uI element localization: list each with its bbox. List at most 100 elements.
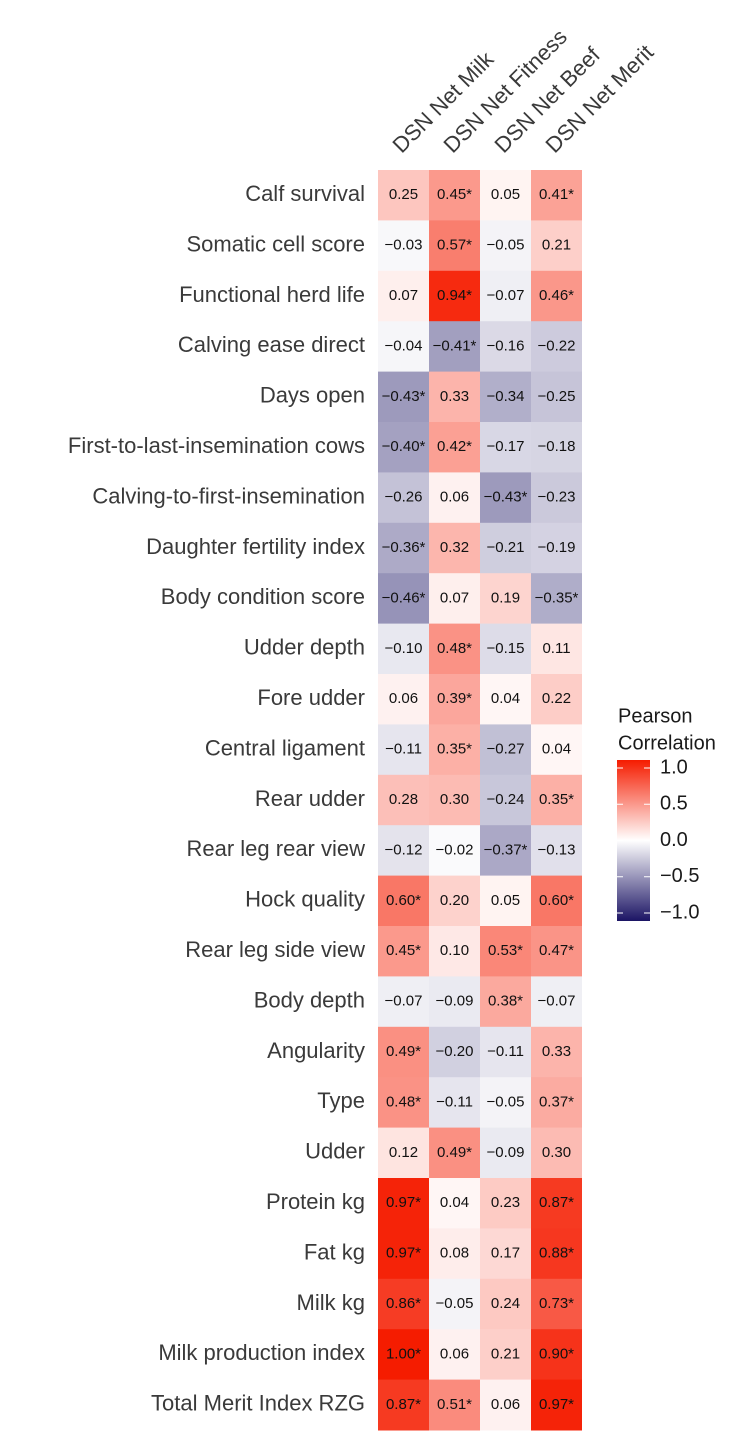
cell-label: 0.94* <box>437 287 472 304</box>
cell-label: 0.21 <box>491 1345 520 1362</box>
heatmap-cell <box>429 321 480 373</box>
cell-label: −0.17 <box>487 438 525 455</box>
cell-label: 0.60* <box>386 892 421 909</box>
cell-label: 0.22 <box>542 690 571 707</box>
cell-label: 0.87* <box>539 1194 574 1211</box>
cell-label: −0.10 <box>385 640 423 657</box>
cell-label: 0.87* <box>386 1396 421 1413</box>
cell-label: 0.21 <box>542 237 571 254</box>
row-label: Calving ease direct <box>178 332 365 357</box>
cell-label: −0.23 <box>538 489 576 506</box>
cell-label: 0.04 <box>440 1194 469 1211</box>
heatmap-cell <box>480 220 531 272</box>
cell-label: −0.11 <box>487 1043 524 1060</box>
cell-label: 0.20 <box>440 892 469 909</box>
cell-label: 0.06 <box>440 1345 469 1362</box>
heatmap-cell <box>531 1178 582 1229</box>
heatmap-cell <box>480 270 531 322</box>
cell-label: 0.73* <box>539 1295 574 1312</box>
cell-label: 0.48* <box>386 1093 421 1110</box>
heatmap-cell <box>531 522 582 574</box>
cell-label: 0.90* <box>539 1345 574 1362</box>
heatmap-cell <box>531 1228 582 1280</box>
cell-label: 0.32 <box>440 539 469 556</box>
heatmap-cell <box>378 774 429 826</box>
cell-label: −0.41* <box>433 337 477 354</box>
cell-label: 0.45* <box>437 186 472 203</box>
heatmap-cell <box>480 1026 531 1078</box>
heatmap-cell <box>378 573 429 625</box>
heatmap-cell <box>429 674 480 725</box>
colorbar-tick-label: −1.0 <box>660 901 699 923</box>
heatmap-cell <box>480 573 531 625</box>
row-label: Somatic cell score <box>186 231 365 256</box>
cell-label: −0.37* <box>484 841 528 858</box>
row-label: Calving-to-first-insemination <box>92 483 365 508</box>
cell-label: 0.12 <box>389 1144 418 1161</box>
cell-label: 0.06 <box>440 489 469 506</box>
cell-label: 0.33 <box>542 1043 571 1060</box>
heatmap-cell <box>480 371 531 423</box>
cell-label: 0.30 <box>440 791 469 808</box>
cell-label: 0.11 <box>542 640 570 657</box>
heatmap-cell <box>378 1278 429 1330</box>
cell-label: 0.23 <box>491 1194 520 1211</box>
heatmap-cell <box>480 976 531 1028</box>
heatmap-cell <box>531 875 582 927</box>
row-label: Milk kg <box>297 1290 365 1315</box>
row-label: Body condition score <box>161 584 365 609</box>
heatmap-cell <box>378 321 429 373</box>
heatmap-cell <box>531 573 582 625</box>
heatmap-cell <box>480 724 531 776</box>
heatmap-cell <box>429 1127 480 1179</box>
heatmap-cell <box>531 724 582 776</box>
heatmap-cell <box>480 1178 531 1229</box>
row-label: Rear udder <box>255 786 365 811</box>
heatmap-cell <box>480 926 531 977</box>
cell-label: 0.42* <box>437 438 472 455</box>
heatmap-cell <box>429 1379 480 1431</box>
heatmap-cell <box>531 270 582 322</box>
heatmap-cell <box>531 371 582 423</box>
heatmap-cell <box>378 825 429 877</box>
heatmap-cell <box>378 270 429 322</box>
heatmap-cell <box>378 1026 429 1078</box>
cell-label: −0.40* <box>382 438 426 455</box>
cell-label: 0.48* <box>437 640 472 657</box>
heatmap-cell <box>378 170 429 221</box>
heatmap-cell <box>429 976 480 1028</box>
heatmap-cell <box>378 1228 429 1280</box>
cell-label: −0.03 <box>385 237 423 254</box>
cell-label: 0.41* <box>539 186 574 203</box>
heatmap-cell <box>531 825 582 877</box>
heatmap-cell <box>531 1026 582 1078</box>
cell-label: −0.05 <box>436 1295 474 1312</box>
cell-label: 0.47* <box>539 942 574 959</box>
cell-label: 0.33 <box>440 388 469 405</box>
cell-label: 0.35* <box>437 741 472 758</box>
row-label: Hock quality <box>245 887 365 912</box>
heatmap-cell <box>531 674 582 725</box>
row-label: Fat kg <box>304 1239 365 1264</box>
heatmap-cell <box>378 1329 429 1381</box>
heatmap-cell <box>378 220 429 272</box>
cell-label: 0.38* <box>488 993 523 1010</box>
cell-label: 0.06 <box>389 690 418 707</box>
heatmap-cell <box>480 522 531 574</box>
heatmap-cell <box>429 1178 480 1229</box>
heatmap-cell <box>429 623 480 675</box>
cell-label: −0.07 <box>538 993 576 1010</box>
cell-label: −0.12 <box>385 841 423 858</box>
heatmap-cell <box>480 1278 531 1330</box>
cell-label: −0.13 <box>538 841 576 858</box>
heatmap-cell <box>531 926 582 977</box>
cell-label: −0.02 <box>436 841 474 858</box>
heatmap-cell <box>429 1278 480 1330</box>
cell-label: 0.97* <box>539 1396 574 1413</box>
cell-label: −0.26 <box>385 489 423 506</box>
cell-label: 0.28 <box>389 791 418 808</box>
heatmap-cell <box>429 422 480 473</box>
heatmap-cell <box>378 522 429 574</box>
legend-title: Pearson <box>618 705 693 727</box>
heatmap-cell <box>531 321 582 373</box>
